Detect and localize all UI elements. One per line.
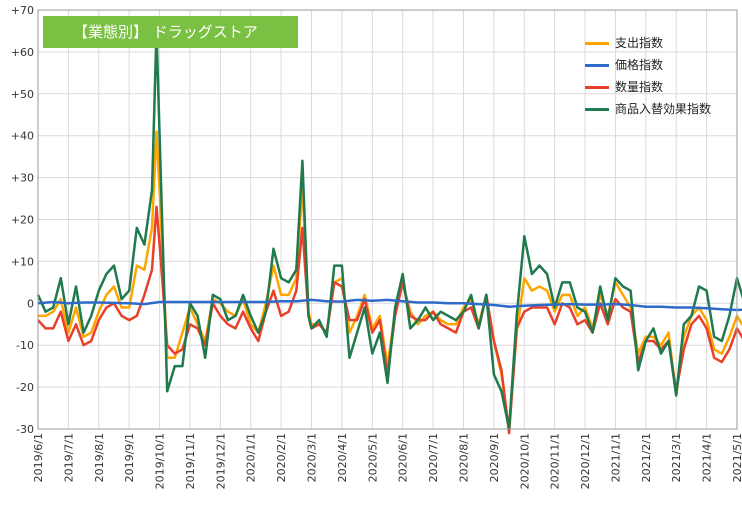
plot-frame (37, 9, 738, 430)
legend-item-spending: 支出指数 (585, 32, 711, 54)
chart-title-badge: 【業態別】 ドラッグストア (43, 16, 298, 48)
y-tick-label: -30 (16, 423, 34, 436)
legend-swatch-replacement (585, 108, 609, 111)
y-tick-label: 0 (27, 297, 34, 310)
y-tick-label: +20 (11, 214, 34, 227)
legend-swatch-spending (585, 42, 609, 45)
y-tick-label: +60 (11, 46, 34, 59)
x-tick-label: 2020/12/1 (579, 433, 592, 489)
y-tick-label: -10 (16, 339, 34, 352)
x-tick-label: 2020/6/1 (397, 433, 410, 482)
x-axis-tick-labels: 2019/6/1 2019/7/1 2019/8/1 2019/9/1 2019/10/… (32, 433, 742, 489)
series-line-spending (38, 130, 742, 431)
x-tick-label: 2020/11/1 (549, 433, 562, 489)
legend-label-quantity: 数量指数 (615, 80, 664, 94)
legend-item-replacement: 商品入替効果指数 (585, 98, 711, 120)
legend-label-price: 価格指数 (615, 58, 664, 72)
x-tick-label: 2021/1/1 (609, 433, 622, 482)
x-tick-label: 2021/3/1 (670, 433, 683, 482)
x-tick-label: 2020/4/1 (336, 433, 349, 482)
x-tick-label: 2019/7/1 (62, 433, 75, 482)
y-tick-label: +10 (11, 255, 34, 268)
x-tick-label: 2021/4/1 (701, 433, 714, 482)
x-tick-label: 2019/11/1 (184, 433, 197, 489)
x-tick-label: 2020/1/1 (245, 433, 258, 482)
x-tick-label: 2019/8/1 (93, 433, 106, 482)
x-tick-label: 2020/9/1 (488, 433, 501, 482)
x-tick-label: 2020/2/1 (275, 433, 288, 482)
legend-swatch-price (585, 64, 609, 67)
x-tick-label: 2019/10/1 (154, 433, 167, 489)
x-tick-label: 2020/8/1 (457, 433, 470, 482)
legend-item-quantity: 数量指数 (585, 76, 711, 98)
x-tick-label: 2019/6/1 (32, 433, 45, 482)
legend: 支出指数 価格指数 数量指数 商品入替効果指数 (585, 32, 711, 120)
x-tick-label: 2021/5/1 (731, 433, 742, 482)
y-tick-label: +50 (11, 88, 34, 101)
legend-label-replacement: 商品入替効果指数 (615, 102, 712, 116)
y-tick-label: +30 (11, 172, 34, 185)
x-tick-label: 2020/7/1 (427, 433, 440, 482)
legend-item-price: 価格指数 (585, 54, 711, 76)
y-tick-label: +40 (11, 130, 34, 143)
x-tick-label: 2019/9/1 (123, 433, 136, 482)
y-tick-label: +70 (11, 4, 34, 17)
y-axis-tick-labels: +70 +60 +50 +40 +30 +20 +10 0 -10 -20 -30 (11, 4, 34, 436)
x-tick-label: 2021/2/1 (640, 433, 653, 482)
x-tick-label: 2020/5/1 (366, 433, 379, 482)
legend-swatch-quantity (585, 86, 609, 89)
legend-label-spending: 支出指数 (615, 36, 664, 50)
y-tick-label: -20 (16, 381, 34, 394)
x-tick-label: 2019/12/1 (214, 433, 227, 489)
x-tick-label: 2020/3/1 (306, 433, 319, 482)
series-line-price (37, 298, 742, 312)
x-tick-label: 2020/10/1 (518, 433, 531, 489)
